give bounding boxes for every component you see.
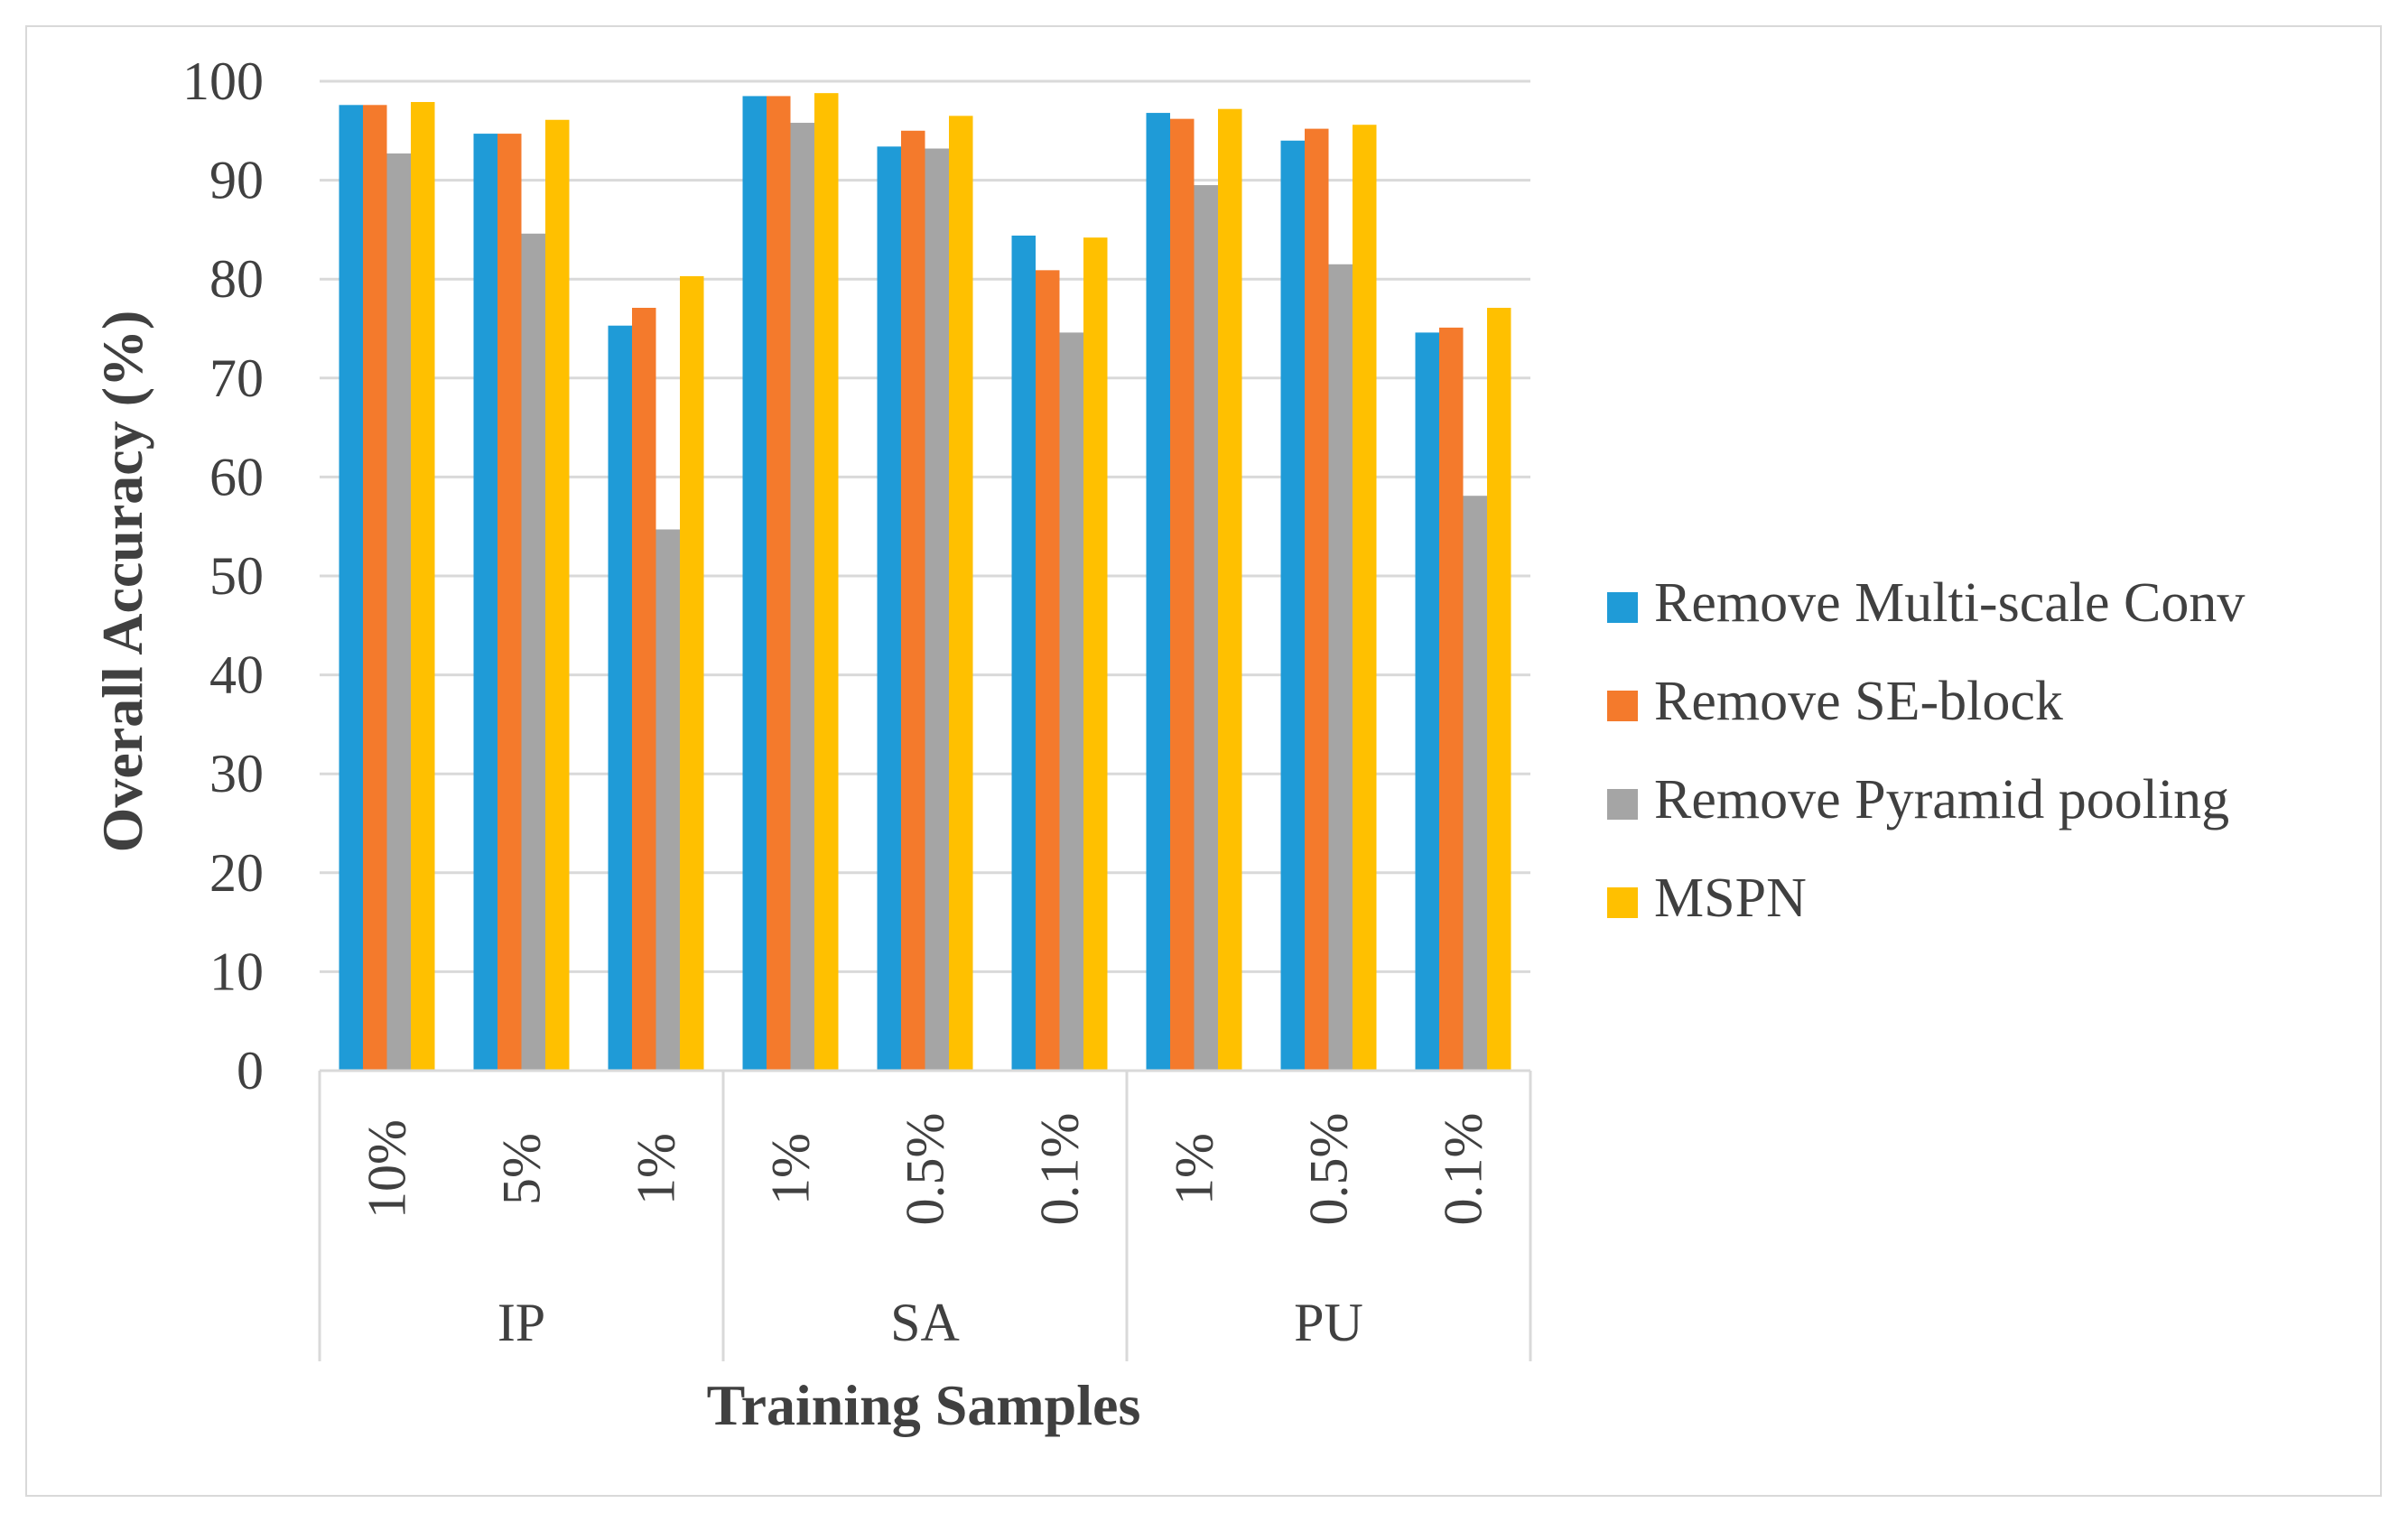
x-tick-label: 0.5% (896, 1113, 955, 1226)
y-tick-label: 80 (209, 249, 264, 309)
x-tick-label: 0.5% (1299, 1113, 1359, 1226)
bar-remove-multi-scale-conv-6 (1146, 113, 1170, 1071)
bar-remove-se-block-5 (1036, 270, 1060, 1071)
x-group-label: IP (497, 1293, 545, 1352)
x-tick-label: 1% (761, 1133, 821, 1205)
bar-remove-multi-scale-conv-0 (339, 105, 363, 1072)
y-tick-label: 60 (209, 447, 264, 506)
x-axis-title: Training Samples (707, 1373, 1141, 1437)
bar-remove-se-block-0 (363, 105, 387, 1072)
legend-label-remove-se-block: Remove SE-block (1654, 671, 2063, 732)
legend-label-remove-multi-scale-conv: Remove Multi-scale Conv (1654, 572, 2245, 634)
y-axis-title: Overall Accuracy (%) (90, 311, 154, 853)
x-tick-label: 0.1% (1030, 1113, 1090, 1226)
bar-remove-multi-scale-conv-3 (742, 96, 767, 1072)
y-tick-label: 50 (209, 546, 264, 606)
bar-mspn-0 (411, 102, 435, 1072)
bar-remove-pyramid-pooling-4 (925, 148, 949, 1071)
y-tick-label: 10 (209, 942, 264, 1001)
y-tick-label: 0 (237, 1041, 264, 1100)
bar-remove-multi-scale-conv-2 (608, 325, 632, 1071)
bar-remove-multi-scale-conv-8 (1415, 332, 1439, 1071)
bar-remove-pyramid-pooling-5 (1059, 332, 1083, 1071)
bar-remove-multi-scale-conv-5 (1011, 235, 1036, 1071)
bar-remove-se-block-6 (1170, 118, 1195, 1072)
y-axis-ticks: 0 10 20 30 40 50 60 70 80 90 100 (182, 51, 264, 1100)
y-tick-label: 70 (209, 348, 264, 408)
legend-label-mspn: MSPN (1654, 868, 1807, 929)
bar-mspn-1 (545, 119, 570, 1071)
bar-remove-se-block-1 (497, 134, 522, 1071)
bar-remove-multi-scale-conv-1 (473, 134, 497, 1071)
bar-mspn-3 (814, 93, 839, 1072)
x-tick-label: 5% (492, 1133, 552, 1205)
bar-remove-multi-scale-conv-4 (877, 146, 901, 1071)
bar-remove-pyramid-pooling-2 (655, 529, 680, 1071)
x-axis: 10% 5% 1% IP 1% 0.5% 0.1% SA 1% 0.5% 0.1% PU (318, 1069, 1532, 1361)
bar-mspn-7 (1353, 125, 1377, 1071)
bars (339, 93, 1511, 1072)
bar-mspn-5 (1083, 237, 1108, 1072)
legend-swatch-remove-se-block (1607, 691, 1638, 721)
bar-remove-pyramid-pooling-6 (1194, 185, 1218, 1071)
legend: Remove Multi-scale Conv Remove SE-block Re… (1607, 572, 2245, 929)
bar-remove-pyramid-pooling-8 (1463, 496, 1487, 1071)
y-tick-label: 90 (209, 151, 264, 210)
bar-remove-multi-scale-conv-7 (1280, 140, 1305, 1071)
legend-label-remove-pyramid-pooling: Remove Pyramid pooling (1654, 769, 2229, 831)
y-tick-label: 20 (209, 843, 264, 903)
bar-remove-se-block-3 (767, 96, 791, 1072)
legend-swatch-remove-multi-scale-conv (1607, 592, 1638, 623)
x-tick-label: 0.1% (1434, 1113, 1493, 1226)
legend-swatch-mspn (1607, 887, 1638, 918)
x-tick-label: 1% (1165, 1133, 1224, 1205)
y-tick-label: 30 (209, 744, 264, 803)
bar-mspn-4 (949, 116, 973, 1072)
bar-remove-se-block-4 (901, 130, 925, 1071)
y-tick-label: 100 (182, 51, 264, 111)
bar-remove-se-block-7 (1305, 128, 1329, 1071)
bar-mspn-2 (680, 275, 704, 1071)
bar-remove-pyramid-pooling-7 (1328, 264, 1353, 1071)
x-group-label: SA (890, 1293, 960, 1352)
bar-mspn-6 (1218, 108, 1242, 1072)
bar-remove-pyramid-pooling-0 (386, 153, 411, 1071)
legend-swatch-remove-pyramid-pooling (1607, 789, 1638, 820)
y-tick-label: 40 (209, 645, 264, 705)
bar-mspn-8 (1487, 307, 1511, 1071)
bar-remove-se-block-2 (632, 307, 656, 1071)
bar-remove-pyramid-pooling-3 (790, 123, 814, 1072)
x-group-label: PU (1294, 1293, 1363, 1352)
x-tick-label: 10% (358, 1119, 417, 1219)
x-tick-label: 1% (627, 1133, 686, 1205)
bar-remove-pyramid-pooling-1 (521, 233, 545, 1071)
bar-remove-se-block-8 (1439, 327, 1464, 1071)
